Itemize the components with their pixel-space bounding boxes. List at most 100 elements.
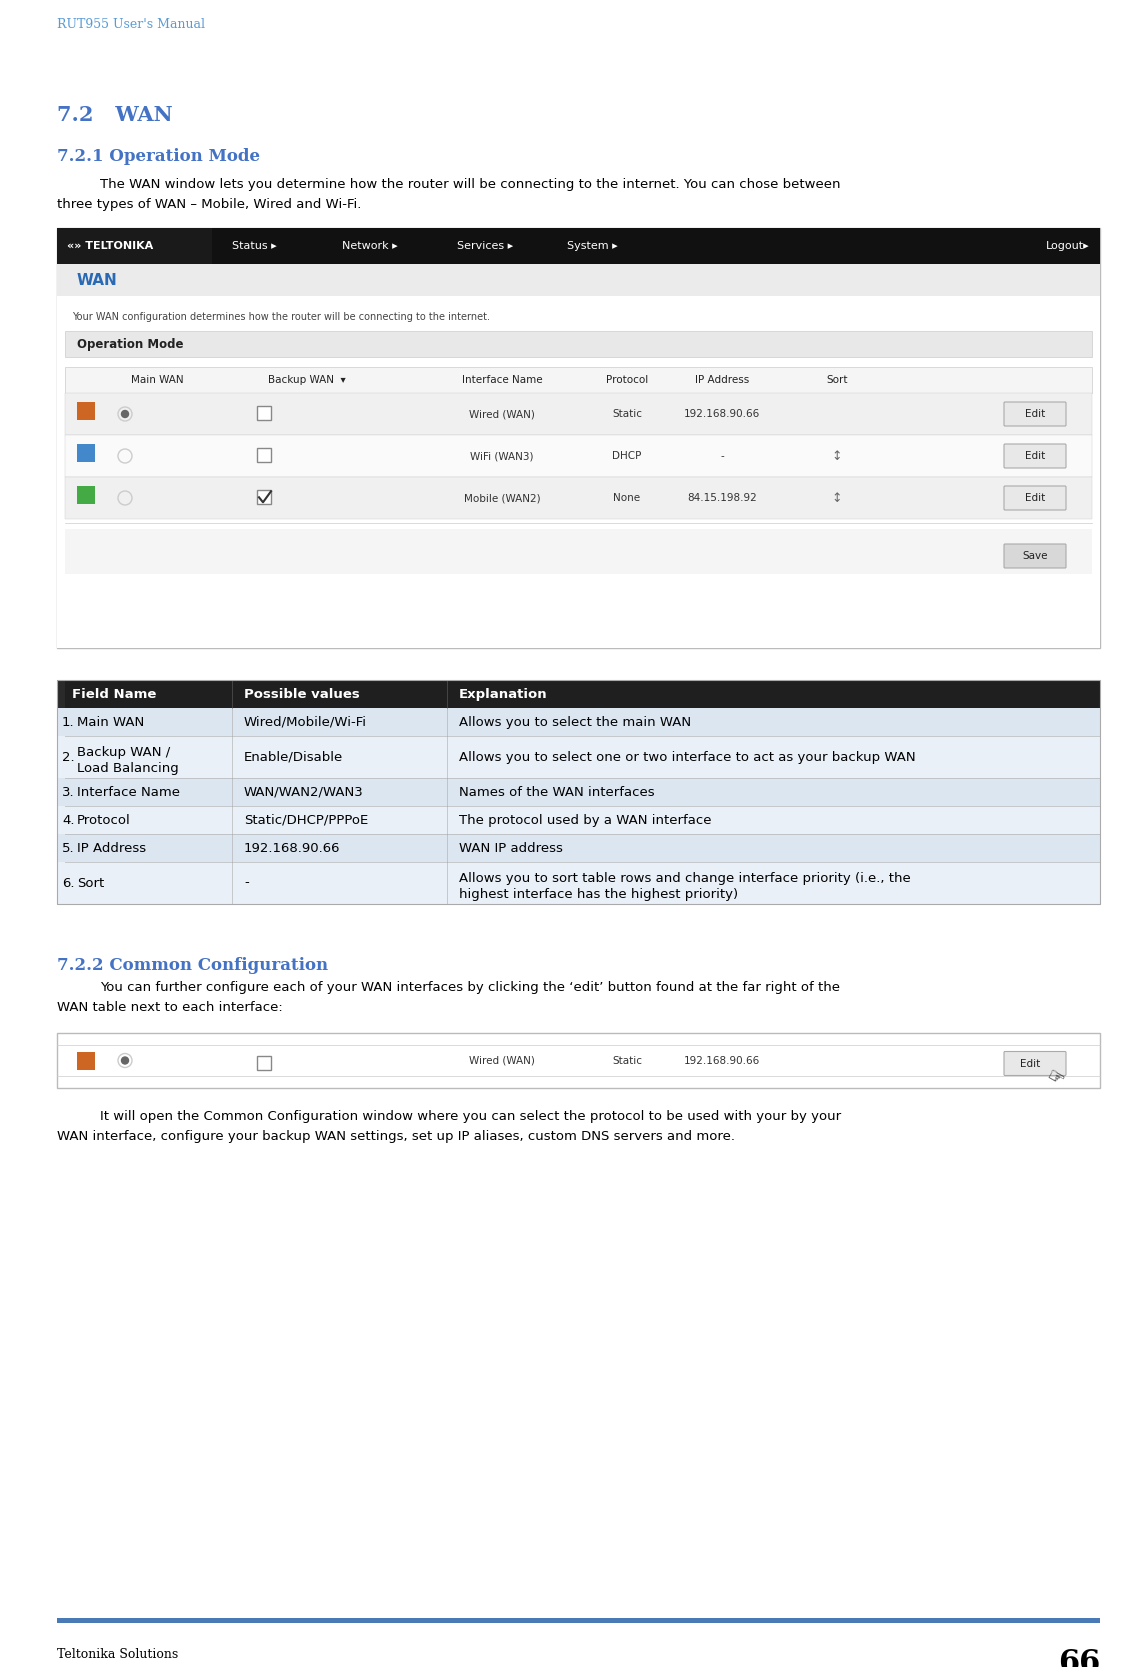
- Text: Edit: Edit: [1024, 493, 1045, 503]
- Text: Mobile (WAN2): Mobile (WAN2): [464, 493, 540, 503]
- Bar: [57, 807, 65, 834]
- FancyBboxPatch shape: [1004, 402, 1066, 427]
- Text: IP Address: IP Address: [77, 842, 146, 855]
- Text: Load Balancing: Load Balancing: [77, 762, 179, 775]
- Bar: [65, 477, 1092, 518]
- Bar: [57, 228, 1100, 263]
- Bar: [57, 680, 1100, 904]
- Text: Main WAN: Main WAN: [130, 375, 183, 385]
- Text: WAN table next to each interface:: WAN table next to each interface:: [57, 1000, 283, 1014]
- Text: Static/DHCP/PPPoE: Static/DHCP/PPPoE: [245, 813, 368, 827]
- Text: 7.2   WAN: 7.2 WAN: [57, 105, 173, 125]
- Bar: [57, 680, 1100, 708]
- Text: 5.: 5.: [62, 842, 75, 855]
- Bar: [77, 1052, 95, 1070]
- Bar: [57, 778, 1100, 807]
- Text: Sort: Sort: [826, 375, 848, 385]
- FancyBboxPatch shape: [1004, 443, 1066, 468]
- Text: The protocol used by a WAN interface: The protocol used by a WAN interface: [458, 813, 712, 827]
- Text: Allows you to sort table rows and change interface priority (i.e., the: Allows you to sort table rows and change…: [458, 872, 911, 885]
- Text: Allows you to select one or two interface to act as your backup WAN: Allows you to select one or two interfac…: [458, 750, 916, 763]
- Text: None: None: [614, 493, 641, 503]
- Text: Save: Save: [1022, 552, 1048, 562]
- Bar: [65, 393, 1092, 435]
- Text: Allows you to select the main WAN: Allows you to select the main WAN: [458, 715, 692, 728]
- Text: 7.2.1 Operation Mode: 7.2.1 Operation Mode: [57, 148, 260, 165]
- Text: The WAN window lets you determine how the router will be connecting to the inter: The WAN window lets you determine how th…: [100, 178, 840, 192]
- Text: Static: Static: [612, 1055, 642, 1065]
- Text: Backup WAN  ▾: Backup WAN ▾: [268, 375, 346, 385]
- Bar: [77, 445, 95, 462]
- Bar: [57, 807, 1100, 834]
- Text: It will open the Common Configuration window where you can select the protocol t: It will open the Common Configuration wi…: [100, 1110, 841, 1124]
- Bar: [57, 737, 65, 778]
- Text: three types of WAN – Mobile, Wired and Wi-Fi.: three types of WAN – Mobile, Wired and W…: [57, 198, 361, 212]
- Bar: [257, 407, 271, 420]
- Text: DHCP: DHCP: [612, 452, 642, 462]
- Text: «» TELTONIKA: «» TELTONIKA: [67, 242, 153, 252]
- Text: Wired/Mobile/Wi-Fi: Wired/Mobile/Wi-Fi: [245, 715, 367, 728]
- Bar: [57, 834, 1100, 862]
- Bar: [57, 228, 1100, 648]
- Bar: [57, 862, 65, 904]
- Text: Names of the WAN interfaces: Names of the WAN interfaces: [458, 785, 654, 798]
- Bar: [257, 490, 271, 505]
- Bar: [57, 708, 65, 737]
- Bar: [57, 737, 1100, 778]
- Text: WAN/WAN2/WAN3: WAN/WAN2/WAN3: [245, 785, 363, 798]
- Text: ☞: ☞: [1043, 1065, 1067, 1092]
- Text: 84.15.198.92: 84.15.198.92: [687, 493, 757, 503]
- Text: Wired (WAN): Wired (WAN): [469, 1055, 535, 1065]
- Text: Services ▸: Services ▸: [457, 242, 513, 252]
- Text: 2.: 2.: [62, 750, 75, 763]
- Text: -: -: [245, 877, 249, 890]
- Bar: [77, 402, 95, 420]
- Text: Interface Name: Interface Name: [77, 785, 180, 798]
- Bar: [57, 680, 65, 708]
- Text: Your WAN configuration determines how the router will be connecting to the inter: Your WAN configuration determines how th…: [72, 312, 490, 322]
- Circle shape: [121, 1057, 129, 1064]
- Text: Explanation: Explanation: [458, 687, 548, 700]
- Text: 66: 66: [1057, 1649, 1100, 1667]
- Bar: [57, 834, 65, 862]
- Text: IP Address: IP Address: [695, 375, 749, 385]
- Text: WAN IP address: WAN IP address: [458, 842, 563, 855]
- Text: Network ▸: Network ▸: [342, 242, 397, 252]
- Bar: [65, 528, 1092, 573]
- Text: 4.: 4.: [62, 813, 75, 827]
- Text: 192.168.90.66: 192.168.90.66: [684, 408, 760, 418]
- Text: WAN interface, configure your backup WAN settings, set up IP aliases, custom DNS: WAN interface, configure your backup WAN…: [57, 1130, 735, 1144]
- Text: You can further configure each of your WAN interfaces by clicking the ‘edit’ but: You can further configure each of your W…: [100, 980, 840, 994]
- Text: Edit: Edit: [1024, 408, 1045, 418]
- Bar: [57, 708, 1100, 737]
- Text: Logout▸: Logout▸: [1046, 242, 1090, 252]
- Text: Enable/Disable: Enable/Disable: [245, 750, 343, 763]
- Text: Status ▸: Status ▸: [232, 242, 276, 252]
- Bar: [57, 862, 1100, 904]
- Text: Sort: Sort: [77, 877, 104, 890]
- Bar: [57, 297, 1100, 648]
- Bar: [65, 435, 1092, 477]
- Text: Edit: Edit: [1024, 452, 1045, 462]
- Bar: [65, 332, 1092, 357]
- Text: ↕: ↕: [832, 492, 842, 505]
- Text: 1.: 1.: [62, 715, 75, 728]
- Bar: [65, 367, 1092, 393]
- Text: 6.: 6.: [62, 877, 75, 890]
- Text: Edit: Edit: [1020, 1059, 1040, 1069]
- Text: highest interface has the highest priority): highest interface has the highest priori…: [458, 889, 738, 900]
- Text: WAN: WAN: [77, 272, 118, 287]
- Bar: [57, 1619, 1100, 1624]
- FancyBboxPatch shape: [1004, 487, 1066, 510]
- Text: Protocol: Protocol: [77, 813, 131, 827]
- Text: Backup WAN /: Backup WAN /: [77, 747, 170, 758]
- Text: Possible values: Possible values: [245, 687, 360, 700]
- Bar: [77, 487, 95, 505]
- Text: Wired (WAN): Wired (WAN): [469, 408, 535, 418]
- Text: RUT955 User's Manual: RUT955 User's Manual: [57, 18, 205, 32]
- Text: 192.168.90.66: 192.168.90.66: [245, 842, 341, 855]
- Bar: [57, 778, 65, 807]
- Text: Field Name: Field Name: [72, 687, 156, 700]
- Text: 192.168.90.66: 192.168.90.66: [684, 1055, 760, 1065]
- Text: 7.2.2 Common Configuration: 7.2.2 Common Configuration: [57, 957, 328, 974]
